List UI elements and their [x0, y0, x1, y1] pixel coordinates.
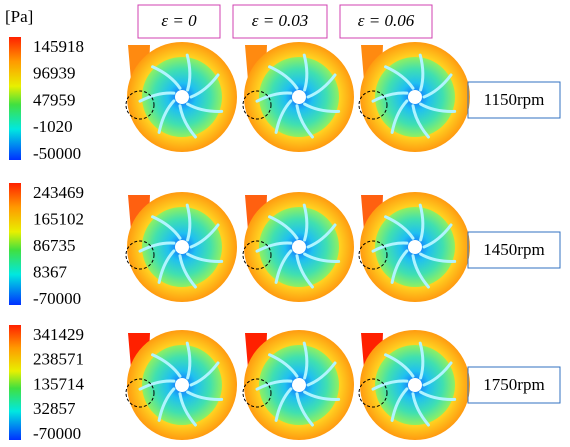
- colorbar-label: -70000: [33, 424, 81, 443]
- colorbar-label: 96939: [33, 64, 76, 83]
- colorbar-label: 341429: [33, 325, 84, 344]
- colorbar-label: 86735: [33, 236, 76, 255]
- colorbar-label: -1020: [33, 117, 73, 136]
- colorbar-label: -70000: [33, 289, 81, 308]
- column-header: ε = 0: [161, 11, 197, 30]
- row-label: 1750rpm: [483, 375, 544, 394]
- figure: [Pa] ε = 0 ε = 0.03 ε = 0.06 145918 96939 479…: [0, 0, 570, 447]
- colorbar-label: 8367: [33, 262, 68, 281]
- colorbar-label: 165102: [33, 209, 84, 228]
- colorbar-label: 135714: [33, 374, 85, 393]
- column-header: ε = 0.03: [252, 11, 308, 30]
- colorbar: [9, 183, 21, 305]
- colorbar-label: 243469: [33, 183, 84, 202]
- colorbar-label: -50000: [33, 144, 81, 163]
- colorbar-label: 47959: [33, 90, 76, 109]
- row-label: 1450rpm: [483, 240, 544, 259]
- colorbar: [9, 37, 21, 160]
- colorbar: [9, 325, 21, 440]
- unit-label: [Pa]: [5, 7, 33, 26]
- column-header: ε = 0.06: [358, 11, 415, 30]
- colorbar-label: 32857: [33, 399, 76, 418]
- colorbar-label: 238571: [33, 350, 84, 369]
- colorbar-label: 145918: [33, 37, 84, 56]
- row-label: 1150rpm: [484, 90, 545, 109]
